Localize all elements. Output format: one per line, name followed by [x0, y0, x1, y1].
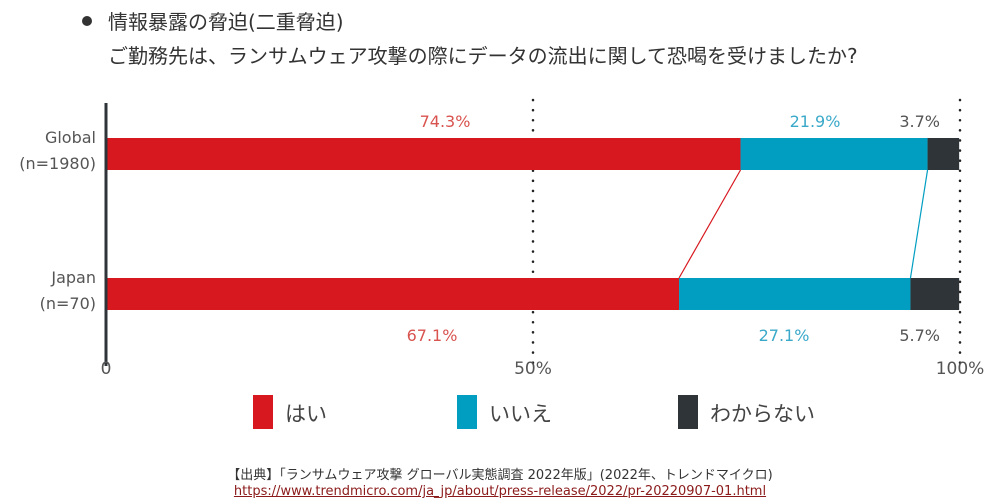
chart-heading: 情報暴露の脅迫(二重脅迫) — [108, 10, 344, 34]
category-label: Global — [45, 128, 96, 147]
source-link[interactable]: https://www.trendmicro.com/ja_jp/about/p… — [233, 484, 767, 499]
connector-line-1 — [909, 169, 929, 279]
connector-line-0 — [678, 169, 742, 279]
value-label: 21.9% — [790, 112, 841, 131]
category-label: Japan — [50, 268, 96, 287]
category-label: (n=70) — [40, 294, 96, 313]
bar-segment-unknown-0 — [927, 138, 960, 170]
x-tick-label: 100% — [936, 359, 985, 379]
legend-label-no: いいえ — [489, 402, 552, 426]
value-label: 74.3% — [420, 112, 471, 131]
category-label: (n=1980) — [19, 154, 96, 173]
legend-item-unknown: わからない — [678, 395, 815, 429]
value-label: 67.1% — [407, 326, 458, 345]
bar-segment-yes-0 — [106, 138, 741, 170]
legend-item-yes: はい — [253, 395, 327, 429]
bar-segment-no-0 — [740, 138, 928, 170]
legend-swatch-yes — [253, 395, 273, 429]
legend: はい いいえ わからない — [0, 395, 1000, 435]
x-tick-label: 0 — [101, 359, 112, 379]
bar-segment-unknown-1 — [910, 278, 960, 310]
legend-label-yes: はい — [285, 402, 327, 426]
bar-segment-yes-1 — [106, 278, 680, 310]
legend-swatch-no — [457, 395, 477, 429]
value-label: 3.7% — [899, 112, 940, 131]
value-label: 27.1% — [759, 326, 810, 345]
legend-item-no: いいえ — [457, 395, 552, 429]
legend-swatch-unknown — [678, 395, 698, 429]
bar-segment-no-1 — [679, 278, 911, 310]
legend-label-unknown: わからない — [710, 402, 815, 426]
source-citation: 【出典】「ランサムウェア攻撃 グローバル実態調査 2022年版」(2022年、ト… — [227, 468, 773, 483]
title-bullet-icon — [82, 16, 92, 26]
chart-question: ご勤務先は、ランサムウェア攻撃の際にデータの流出に関して恐喝を受けましたか? — [108, 44, 858, 68]
x-tick-label: 50% — [514, 359, 552, 379]
value-label: 5.7% — [899, 326, 940, 345]
